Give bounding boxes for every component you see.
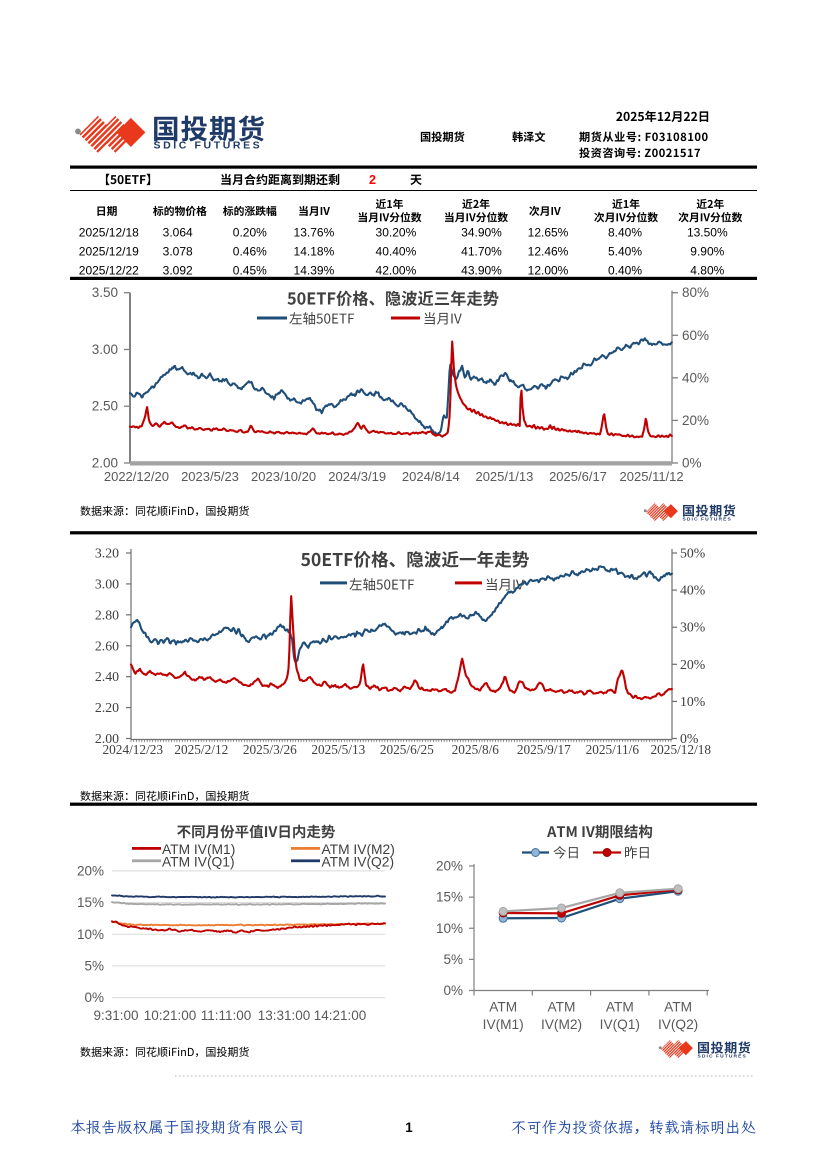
svg-text:ATM IV(M2): ATM IV(M2) — [322, 842, 395, 857]
svg-text:0%: 0% — [443, 983, 463, 998]
svg-text:2.50: 2.50 — [92, 399, 118, 414]
svg-text:0.45%: 0.45% — [233, 263, 267, 277]
svg-text:2025/1/13: 2025/1/13 — [475, 469, 533, 484]
svg-text:IV(M2): IV(M2) — [541, 1017, 582, 1032]
svg-text:0.20%: 0.20% — [233, 226, 267, 240]
svg-text:ATM IV(Q2): ATM IV(Q2) — [322, 854, 395, 869]
svg-text:3.50: 3.50 — [92, 285, 118, 300]
svg-text:0%: 0% — [682, 456, 702, 471]
svg-text:IV(M1): IV(M1) — [483, 1017, 524, 1032]
svg-text:40.40%: 40.40% — [376, 245, 417, 259]
svg-text:ATM IV(Q1): ATM IV(Q1) — [162, 854, 235, 869]
svg-text:30%: 30% — [680, 620, 706, 635]
svg-text:ATM: ATM — [664, 1000, 692, 1015]
svg-text:13:31:00: 13:31:00 — [258, 1008, 311, 1023]
svg-text:12.65%: 12.65% — [528, 226, 569, 240]
svg-text:ATM: ATM — [606, 1000, 634, 1015]
svg-text:41.70%: 41.70% — [461, 245, 502, 259]
svg-text:80%: 80% — [682, 285, 709, 300]
svg-text:5.40%: 5.40% — [608, 245, 642, 259]
svg-text:34.90%: 34.90% — [461, 226, 502, 240]
svg-text:12.00%: 12.00% — [528, 263, 569, 277]
svg-text:2025/12/18: 2025/12/18 — [651, 742, 712, 757]
svg-text:2025/12/18: 2025/12/18 — [79, 226, 139, 240]
svg-text:2.00: 2.00 — [92, 456, 118, 471]
svg-text:40%: 40% — [680, 583, 706, 598]
svg-text:10:21:00: 10:21:00 — [144, 1008, 197, 1023]
svg-text:2025/3/26: 2025/3/26 — [243, 742, 297, 757]
svg-text:2023/5/23: 2023/5/23 — [181, 469, 239, 484]
svg-text:30.20%: 30.20% — [376, 226, 417, 240]
svg-text:2025/12/19: 2025/12/19 — [79, 245, 139, 259]
svg-text:13.50%: 13.50% — [687, 226, 728, 240]
svg-text:2025/12/22: 2025/12/22 — [79, 263, 139, 277]
svg-text:3.20: 3.20 — [95, 546, 119, 561]
svg-text:9:31:00: 9:31:00 — [93, 1008, 138, 1023]
svg-text:1: 1 — [405, 1120, 413, 1135]
svg-text:ATM: ATM — [489, 1000, 517, 1015]
svg-text:20%: 20% — [682, 413, 709, 428]
svg-text:2: 2 — [369, 173, 376, 187]
svg-text:4.80%: 4.80% — [690, 263, 724, 277]
svg-text:10%: 10% — [680, 694, 706, 709]
svg-text:2025/8/6: 2025/8/6 — [452, 742, 500, 757]
svg-text:20%: 20% — [77, 863, 104, 878]
svg-text:2.80: 2.80 — [95, 607, 119, 622]
svg-text:2025/11/6: 2025/11/6 — [586, 742, 640, 757]
svg-text:20%: 20% — [680, 657, 706, 672]
svg-text:3.00: 3.00 — [95, 576, 119, 591]
svg-text:5%: 5% — [443, 952, 463, 967]
svg-text:2024/12/23: 2024/12/23 — [103, 742, 164, 757]
svg-text:15%: 15% — [436, 890, 463, 905]
svg-text:10%: 10% — [77, 927, 104, 942]
svg-text:11:11:00: 11:11:00 — [201, 1008, 252, 1023]
svg-text:14.39%: 14.39% — [294, 263, 335, 277]
svg-text:2.40: 2.40 — [95, 669, 119, 684]
svg-text:60%: 60% — [682, 328, 709, 343]
svg-text:13.76%: 13.76% — [294, 226, 335, 240]
svg-text:12.46%: 12.46% — [528, 245, 569, 259]
svg-text:20%: 20% — [436, 859, 463, 874]
svg-text:2025/11/12: 2025/11/12 — [620, 469, 684, 484]
svg-text:0.46%: 0.46% — [233, 245, 267, 259]
svg-text:SDIC FUTURES: SDIC FUTURES — [683, 517, 732, 523]
svg-text:5%: 5% — [84, 958, 104, 973]
svg-text:3.00: 3.00 — [92, 342, 118, 357]
svg-text:9.90%: 9.90% — [690, 245, 724, 259]
svg-text:2024/8/14: 2024/8/14 — [402, 469, 460, 484]
svg-text:2023/10/20: 2023/10/20 — [251, 469, 316, 484]
svg-text:42.00%: 42.00% — [376, 263, 417, 277]
svg-text:43.90%: 43.90% — [461, 263, 502, 277]
svg-text:2025/5/13: 2025/5/13 — [311, 742, 365, 757]
svg-text:ATM: ATM — [548, 1000, 576, 1015]
svg-text:2.20: 2.20 — [95, 700, 119, 715]
svg-text:2025/6/17: 2025/6/17 — [549, 469, 607, 484]
svg-text:2025/2/12: 2025/2/12 — [174, 742, 228, 757]
svg-text:2024/3/19: 2024/3/19 — [328, 469, 386, 484]
svg-text:ATM IV(M1): ATM IV(M1) — [162, 842, 235, 857]
svg-text:IV(Q1): IV(Q1) — [600, 1017, 640, 1032]
svg-text:50%: 50% — [680, 546, 706, 561]
svg-text:3.064: 3.064 — [163, 226, 193, 240]
svg-text:3.078: 3.078 — [163, 245, 193, 259]
svg-text:2.60: 2.60 — [95, 638, 119, 653]
svg-text:10%: 10% — [436, 921, 463, 936]
svg-text:14.18%: 14.18% — [294, 245, 335, 259]
svg-text:2025/6/25: 2025/6/25 — [380, 742, 434, 757]
svg-text:IV(Q2): IV(Q2) — [658, 1017, 698, 1032]
svg-text:8.40%: 8.40% — [608, 226, 642, 240]
svg-text:2.00: 2.00 — [95, 731, 119, 746]
svg-text:2022/12/20: 2022/12/20 — [104, 469, 169, 484]
svg-text:3.092: 3.092 — [163, 263, 193, 277]
svg-text:0%: 0% — [84, 990, 104, 1005]
svg-text:0%: 0% — [680, 731, 699, 746]
svg-text:2025/9/17: 2025/9/17 — [517, 742, 571, 757]
svg-text:14:21:00: 14:21:00 — [314, 1008, 367, 1023]
svg-text:15%: 15% — [77, 895, 104, 910]
svg-text:SDIC FUTURES: SDIC FUTURES — [698, 1054, 747, 1060]
svg-text:SDIC FUTURES: SDIC FUTURES — [154, 140, 263, 152]
svg-text:40%: 40% — [682, 370, 709, 385]
svg-text:0.40%: 0.40% — [608, 263, 642, 277]
